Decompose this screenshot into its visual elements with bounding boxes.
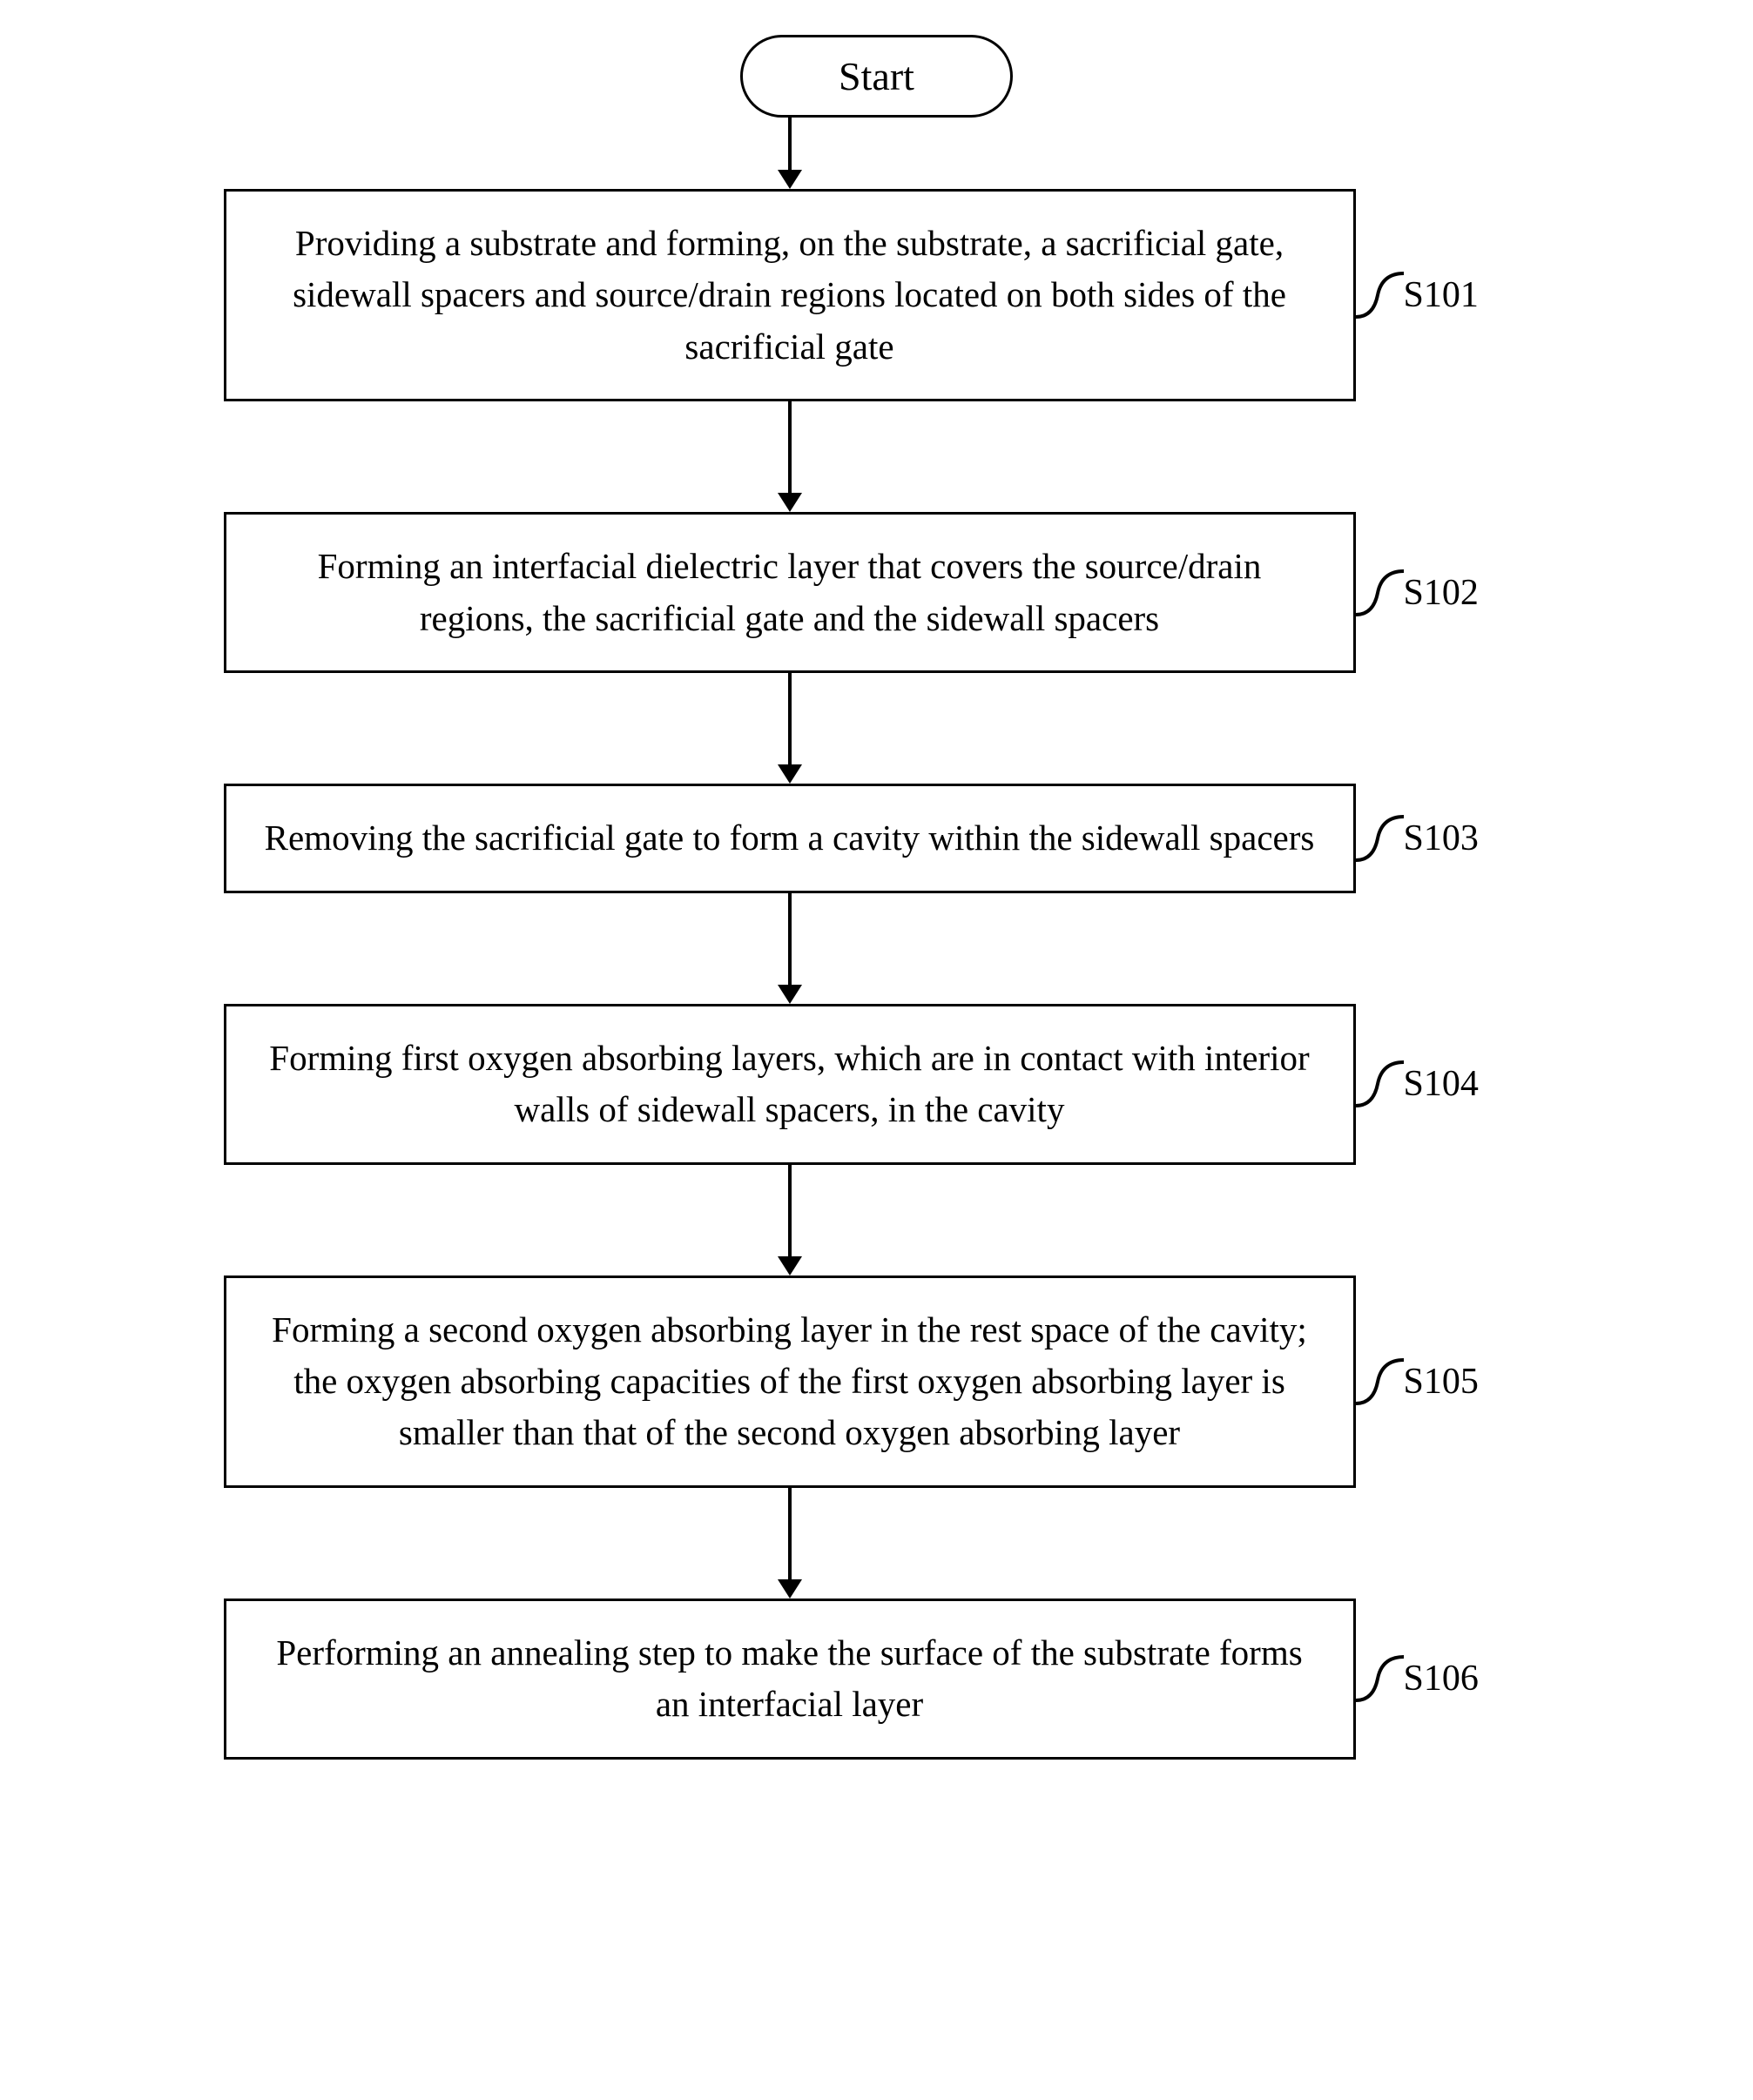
arrow-head-icon (778, 985, 802, 1004)
arrow-line (788, 1488, 792, 1579)
step-id: S105 (1404, 1362, 1479, 1402)
arrow-s104-to-s105 (778, 1165, 802, 1275)
step-id: S102 (1404, 573, 1479, 613)
step-box-s106: Performing an annealing step to make the… (224, 1599, 1356, 1760)
arrow-s101-to-s102 (778, 401, 802, 512)
step-box-s104: Forming first oxygen absorbing layers, w… (224, 1004, 1356, 1165)
step-label-s102: S102 (1404, 572, 1479, 614)
arrow-head-icon (778, 493, 802, 512)
connector-curve-icon (1356, 808, 1408, 869)
step-box-s102: Forming an interfacial dielectric layer … (224, 512, 1356, 673)
arrow-line (788, 401, 792, 493)
step-label-s105: S105 (1404, 1361, 1479, 1403)
step-box-s101: Providing a substrate and forming, on th… (224, 189, 1356, 401)
arrow-head-icon (778, 1256, 802, 1275)
start-label: Start (839, 54, 914, 98)
connector-curve-icon (1356, 562, 1408, 623)
connector-curve-icon (1356, 1053, 1408, 1114)
step-row-s101: Providing a substrate and forming, on th… (180, 189, 1574, 401)
connector-curve-icon (1356, 1351, 1408, 1412)
arrow-start-to-s101 (778, 118, 802, 189)
connector-curve-icon (1356, 265, 1408, 326)
step-id: S104 (1404, 1064, 1479, 1104)
step-id: S103 (1404, 818, 1479, 858)
start-node: Start (740, 35, 1013, 118)
step-label-s104: S104 (1404, 1063, 1479, 1105)
step-row-s106: Performing an annealing step to make the… (180, 1599, 1574, 1760)
arrow-head-icon (778, 170, 802, 189)
step-box-s105: Forming a second oxygen absorbing layer … (224, 1275, 1356, 1488)
arrow-line (788, 1165, 792, 1256)
step-text: Forming an interfacial dielectric layer … (318, 546, 1262, 637)
arrow-head-icon (778, 1579, 802, 1599)
arrow-line (788, 118, 792, 170)
step-label-s103: S103 (1404, 818, 1479, 859)
arrow-line (788, 893, 792, 985)
arrow-line (788, 673, 792, 764)
step-text: Removing the sacrificial gate to form a … (265, 818, 1315, 858)
step-text: Forming first oxygen absorbing layers, w… (269, 1038, 1309, 1129)
arrow-s103-to-s104 (778, 893, 802, 1004)
step-row-s105: Forming a second oxygen absorbing layer … (180, 1275, 1574, 1488)
step-id: S106 (1404, 1659, 1479, 1699)
step-text: Providing a substrate and forming, on th… (293, 223, 1286, 367)
arrow-head-icon (778, 764, 802, 784)
connector-curve-icon (1356, 1648, 1408, 1709)
step-box-s103: Removing the sacrificial gate to form a … (224, 784, 1356, 892)
step-label-s101: S101 (1404, 274, 1479, 316)
step-text: Performing an annealing step to make the… (276, 1632, 1302, 1724)
step-row-s104: Forming first oxygen absorbing layers, w… (180, 1004, 1574, 1165)
step-row-s103: Removing the sacrificial gate to form a … (180, 784, 1574, 892)
step-label-s106: S106 (1404, 1658, 1479, 1700)
flowchart-container: Start Providing a substrate and forming,… (180, 35, 1574, 1760)
step-row-s102: Forming an interfacial dielectric layer … (180, 512, 1574, 673)
arrow-s102-to-s103 (778, 673, 802, 784)
step-id: S101 (1404, 275, 1479, 315)
step-text: Forming a second oxygen absorbing layer … (272, 1309, 1307, 1453)
arrow-s105-to-s106 (778, 1488, 802, 1599)
